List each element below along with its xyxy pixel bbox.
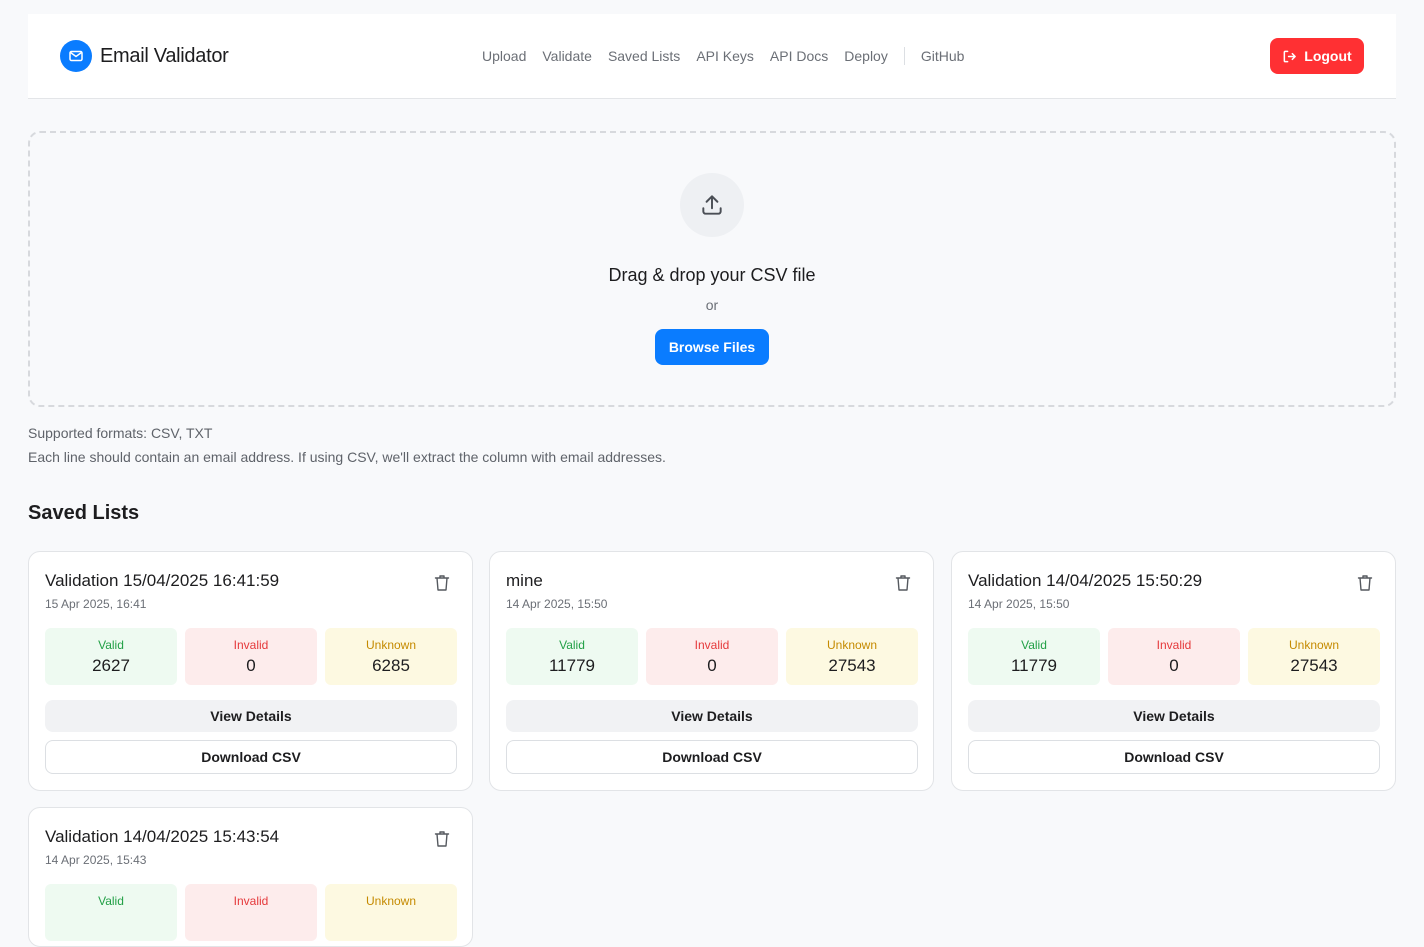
mail-icon [60, 40, 92, 72]
nav-validate[interactable]: Validate [542, 48, 592, 64]
trash-icon[interactable] [895, 574, 911, 592]
invalid-stat: Invalid 0 [1108, 628, 1240, 685]
valid-label: Valid [1021, 638, 1047, 652]
list-date: 14 Apr 2025, 15:50 [968, 597, 1070, 611]
download-csv-button[interactable]: Download CSV [45, 740, 457, 774]
download-csv-button[interactable]: Download CSV [506, 740, 918, 774]
upload-icon [680, 173, 744, 237]
invalid-label: Invalid [1156, 638, 1192, 652]
saved-list-card: Validation 15/04/2025 16:41:59 15 Apr 20… [28, 551, 473, 791]
nav-saved-lists[interactable]: Saved Lists [607, 48, 681, 64]
valid-count: 2627 [92, 656, 130, 675]
list-name: Validation 15/04/2025 16:41:59 [45, 571, 280, 590]
logout-label: Logout [1304, 48, 1352, 64]
unknown-label: Unknown [826, 638, 878, 652]
saved-lists-title: Saved Lists [28, 502, 140, 524]
valid-label: Valid [98, 638, 124, 652]
app-title: Email Validator [100, 44, 229, 67]
invalid-label: Invalid [694, 638, 730, 652]
logout-icon [1283, 50, 1297, 62]
valid-count: 11779 [1010, 656, 1057, 675]
nav-api-docs[interactable]: API Docs [769, 48, 829, 64]
dropzone-title: Drag & drop your CSV file [608, 265, 816, 285]
valid-label: Valid [559, 638, 585, 652]
stats-row: Valid 2627 Invalid 0 Unknown 6285 [45, 628, 457, 685]
unknown-label: Unknown [365, 894, 417, 908]
unknown-count: 27543 [828, 656, 876, 675]
unknown-stat: Unknown 27543 [786, 628, 918, 685]
valid-count: 11779 [548, 656, 595, 675]
stats-row: Valid 11779 Invalid 0 Unknown 27543 [968, 628, 1380, 685]
view-details-button[interactable]: View Details [45, 700, 457, 732]
unknown-label: Unknown [1288, 638, 1340, 652]
stats-row: Valid 11779 Invalid 0 Unknown 27543 [506, 628, 918, 685]
main-nav: Upload Validate Saved Lists API Keys API… [482, 47, 980, 65]
valid-label: Valid [98, 894, 124, 908]
saved-list-card: Validation 14/04/2025 15:50:29 14 Apr 20… [951, 551, 1396, 791]
invalid-stat: Invalid 0 [646, 628, 778, 685]
invalid-count: 0 [1169, 656, 1179, 675]
browse-files-button[interactable]: Browse Files [655, 329, 769, 365]
nav-deploy[interactable]: Deploy [844, 48, 888, 64]
list-name: Validation 14/04/2025 15:43:54 [45, 827, 280, 846]
dropzone-or: or [705, 297, 719, 313]
invalid-count: 0 [707, 656, 717, 675]
saved-list-card: Validation 14/04/2025 15:43:54 14 Apr 20… [28, 807, 473, 947]
logout-button[interactable]: Logout [1270, 38, 1364, 74]
trash-icon[interactable] [1357, 574, 1373, 592]
trash-icon[interactable] [434, 574, 450, 592]
view-details-button[interactable]: View Details [968, 700, 1380, 732]
invalid-label: Invalid [233, 894, 269, 908]
unknown-count: 6285 [372, 656, 410, 675]
list-date: 14 Apr 2025, 15:43 [45, 853, 147, 867]
valid-stat: Valid 2627 [45, 628, 177, 685]
list-name: mine [506, 571, 543, 590]
list-name: Validation 14/04/2025 15:50:29 [968, 571, 1203, 590]
view-details-button[interactable]: View Details [506, 700, 918, 732]
valid-stat: Valid 11779 [506, 628, 638, 685]
file-dropzone[interactable]: Drag & drop your CSV file or Browse File… [28, 131, 1396, 407]
upload-note: Each line should contain an email addres… [28, 449, 666, 465]
list-date: 15 Apr 2025, 16:41 [45, 597, 147, 611]
list-date: 14 Apr 2025, 15:50 [506, 597, 608, 611]
saved-list-card: mine 14 Apr 2025, 15:50 Valid 11779 Inva… [489, 551, 934, 791]
nav-upload[interactable]: Upload [482, 48, 527, 64]
unknown-stat: Unknown 6285 [325, 628, 457, 685]
trash-icon[interactable] [434, 830, 450, 848]
valid-stat: Valid 11779 [968, 628, 1100, 685]
unknown-stat: Unknown 27543 [1248, 628, 1380, 685]
nav-divider [903, 47, 905, 65]
nav-api-keys[interactable]: API Keys [696, 48, 754, 64]
unknown-count: 27543 [1290, 656, 1338, 675]
invalid-stat: Invalid 0 [185, 628, 317, 685]
nav-github[interactable]: GitHub [920, 48, 965, 64]
top-nav-bar: Email Validator Upload Validate Saved Li… [28, 14, 1396, 99]
invalid-count: 0 [246, 656, 256, 675]
supported-formats: Supported formats: CSV, TXT [28, 425, 213, 441]
unknown-label: Unknown [365, 638, 417, 652]
brand[interactable]: Email Validator [60, 40, 229, 72]
invalid-label: Invalid [233, 638, 269, 652]
download-csv-button[interactable]: Download CSV [968, 740, 1380, 774]
